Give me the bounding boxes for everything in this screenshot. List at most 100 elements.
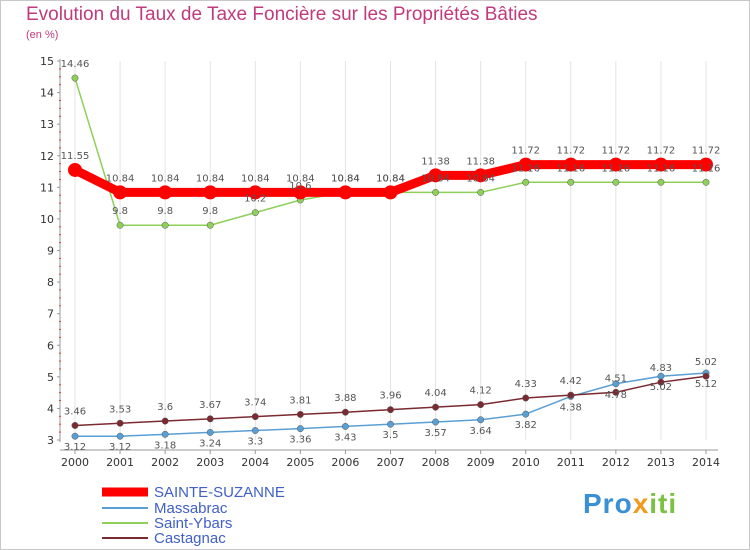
- chart-title: Evolution du Taux de Taxe Foncière sur l…: [26, 4, 538, 25]
- y-tick-label: 9: [47, 245, 54, 258]
- data-label: 10.84: [331, 173, 360, 184]
- x-tick-label: 2000: [61, 456, 89, 469]
- y-tick-label: 4: [47, 402, 54, 415]
- data-label: 3.18: [154, 440, 176, 451]
- legend-label: SAINTE-SUZANNE: [154, 484, 285, 501]
- x-tick-label: 2001: [106, 456, 134, 469]
- data-label: 10.84: [241, 173, 270, 184]
- data-label: 11.38: [466, 156, 495, 167]
- data-label: 3.81: [289, 395, 311, 406]
- data-label: 3.74: [244, 398, 266, 409]
- data-label: 4.38: [560, 402, 582, 413]
- data-label: 10.2: [244, 194, 266, 205]
- data-label: 3.53: [109, 404, 131, 415]
- data-label: 10.84: [421, 173, 450, 184]
- data-point: [206, 221, 214, 229]
- data-label: 3.67: [199, 400, 221, 411]
- data-label: 4.12: [470, 386, 492, 397]
- data-label: 4.04: [424, 388, 446, 399]
- data-point: [341, 408, 349, 416]
- data-label: 3.12: [64, 442, 86, 453]
- data-point: [432, 403, 440, 411]
- x-tick-label: 2003: [196, 456, 224, 469]
- data-point: [161, 430, 169, 438]
- data-point: [68, 162, 82, 177]
- data-point: [383, 185, 398, 200]
- data-label: 14.46: [61, 59, 90, 70]
- data-label: 4.51: [605, 373, 627, 384]
- x-tick-label: 2007: [377, 456, 405, 469]
- data-label: 10.84: [376, 173, 405, 184]
- data-point: [522, 410, 530, 418]
- x-tick-label: 2011: [557, 456, 585, 469]
- y-tick-label: 3: [47, 434, 54, 447]
- data-label: 4.78: [605, 390, 627, 401]
- data-label: 11.16: [647, 163, 676, 174]
- legend-label: Castagnac: [154, 530, 226, 547]
- data-label: 3.96: [379, 391, 401, 402]
- data-point: [608, 157, 623, 172]
- data-point: [702, 372, 710, 380]
- data-label: 10.6: [289, 181, 311, 192]
- x-tick-label: 2012: [602, 456, 630, 469]
- data-label: 3.82: [515, 420, 537, 431]
- data-point: [477, 401, 485, 409]
- data-point: [612, 380, 620, 388]
- data-point: [161, 417, 169, 425]
- data-point: [657, 378, 665, 386]
- legend: SAINTE-SUZANNEMassabracSaint-YbarsCastag…: [102, 484, 285, 547]
- data-label: 3.46: [64, 406, 86, 417]
- data-point: [473, 168, 488, 183]
- x-tick-label: 2009: [467, 456, 495, 469]
- data-label: 3.64: [470, 426, 492, 437]
- data-point: [477, 416, 485, 424]
- data-point: [699, 157, 713, 172]
- data-point: [518, 157, 533, 172]
- data-point: [296, 410, 304, 418]
- data-label: 4.33: [515, 379, 537, 390]
- y-tick-label: 11: [40, 181, 54, 194]
- data-label: 10.84: [331, 173, 360, 184]
- data-point: [251, 427, 259, 434]
- data-point: [477, 188, 485, 196]
- data-point: [71, 74, 79, 82]
- data-point: [338, 185, 353, 200]
- chart-subtitle: (en %): [26, 29, 59, 41]
- data-point: [522, 394, 530, 402]
- data-point: [113, 185, 128, 200]
- data-label: 11.55: [61, 151, 90, 162]
- data-point: [116, 221, 124, 229]
- data-point: [432, 188, 440, 196]
- data-label: 11.72: [511, 146, 540, 157]
- y-tick-label: 12: [40, 150, 54, 163]
- data-point: [296, 425, 304, 433]
- chart-axes: 3 4 5 6 7 8 9 10 11 12 13 14 15 2000 2001 2002 2003 2004 2…: [40, 55, 720, 469]
- data-label: 4.83: [650, 363, 672, 374]
- data-label: 10.84: [151, 173, 180, 184]
- y-tick-label: 6: [47, 339, 54, 352]
- legend-label: Massabrac: [154, 500, 228, 517]
- logo-part-1: Pro: [583, 488, 633, 519]
- y-tick-label: 15: [40, 55, 54, 68]
- data-labels-layer: 11.55 10.84 10.84 10.84 10.84 10.84 10.84 10.84…: [61, 59, 721, 453]
- data-point: [251, 413, 259, 421]
- data-label: 11.72: [556, 146, 585, 157]
- data-label: 4.42: [560, 376, 582, 387]
- data-point: [116, 419, 124, 427]
- data-label: 5.12: [695, 379, 717, 390]
- data-label: 11.72: [692, 146, 721, 157]
- x-tick-label: 2013: [647, 456, 675, 469]
- data-label: 11.72: [647, 146, 676, 157]
- data-point: [387, 420, 394, 428]
- data-label: 10.84: [466, 173, 495, 184]
- data-point: [428, 168, 443, 183]
- legend-label: Saint-Ybars: [154, 515, 232, 532]
- data-point: [653, 157, 668, 172]
- data-label: 11.38: [421, 156, 450, 167]
- data-label: 3.57: [424, 428, 446, 439]
- x-tick-label: 2008: [422, 456, 450, 469]
- data-point: [567, 178, 575, 186]
- logo-part-3: iti: [649, 488, 678, 519]
